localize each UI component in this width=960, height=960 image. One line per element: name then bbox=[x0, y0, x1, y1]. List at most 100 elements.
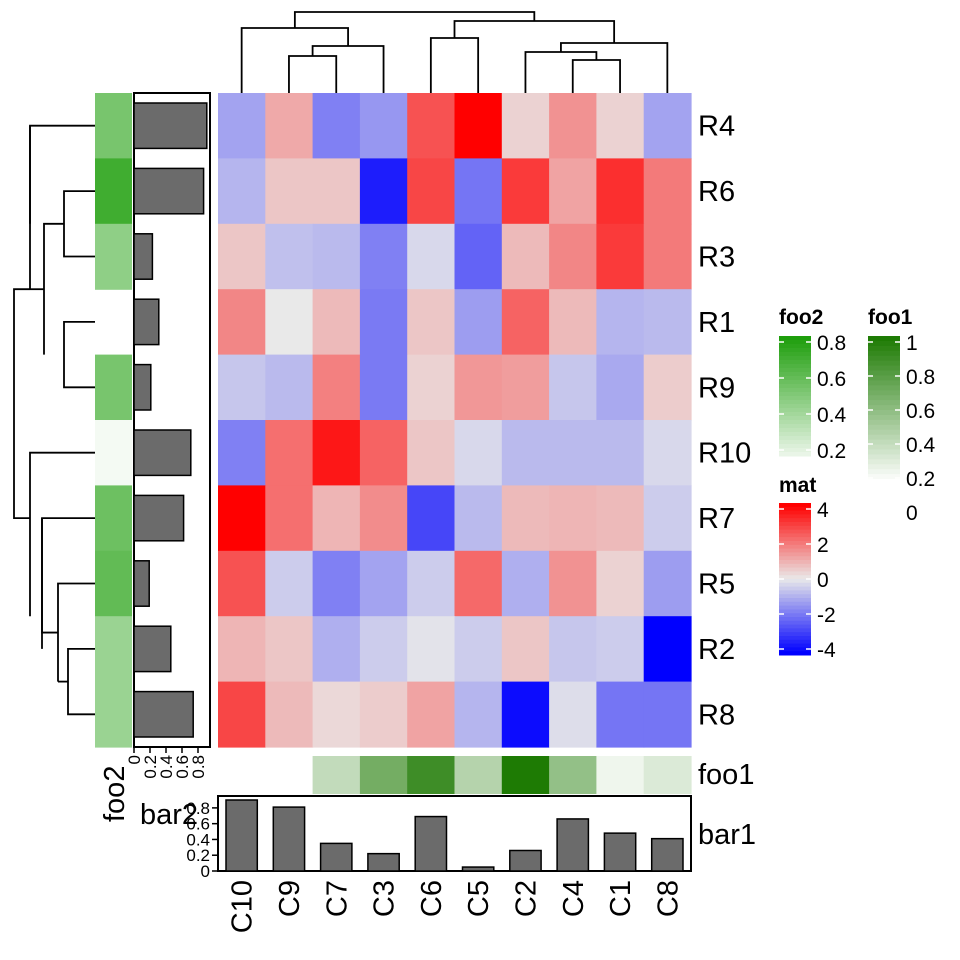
heatmap-cell-R3-C2 bbox=[501, 223, 550, 290]
bar2-bar-R6 bbox=[133, 167, 205, 215]
legend-foo2-gradient-step bbox=[779, 392, 811, 397]
heatmap-cell-R8-C4 bbox=[549, 681, 597, 748]
legend-foo2-gradient-step bbox=[779, 388, 811, 393]
bar1-tick-label: 0 bbox=[201, 862, 210, 881]
foo2-cell-R8 bbox=[95, 681, 132, 748]
heatmap-cell-R1-C9 bbox=[265, 289, 314, 356]
heatmap-cell-R4-C8 bbox=[643, 93, 692, 159]
legend-foo1-gradient-step bbox=[868, 454, 900, 460]
legend-mat-gradient-step bbox=[779, 632, 811, 637]
legend-mat-gradient-step bbox=[779, 598, 811, 603]
legend-foo1-gradient-step bbox=[868, 414, 900, 421]
row-dendrogram-branch bbox=[43, 222, 64, 355]
bar2-bar-R7 bbox=[133, 494, 185, 542]
legend-foo1-gradient-step bbox=[868, 449, 900, 455]
legend-foo2-gradient-step bbox=[779, 396, 811, 401]
bar1-frame bbox=[217, 795, 692, 872]
legend-mat-gradient-step bbox=[779, 582, 811, 588]
row-label-R7: R7 bbox=[698, 503, 735, 535]
legend-foo1-gradient-step bbox=[868, 479, 900, 485]
heatmap-cell-R8-C6 bbox=[407, 681, 456, 748]
heatmap-cell-R6-C6 bbox=[407, 158, 456, 225]
legend-foo1-gradient-step bbox=[868, 340, 900, 347]
legend-mat-gradient-step bbox=[779, 617, 811, 622]
legend-mat-gradient-step bbox=[779, 586, 811, 591]
bar1-tick-label: 0.4 bbox=[186, 830, 210, 849]
heatmap-cell-R1-C8 bbox=[643, 289, 692, 356]
heatmap-cell-R6-C4 bbox=[549, 158, 597, 225]
heatmap-cell-R4-C2 bbox=[501, 93, 550, 159]
heatmap-cell-R1-C3 bbox=[359, 289, 408, 356]
legend-mat-gradient-step bbox=[779, 575, 811, 580]
heatmap-cell-R7-C5 bbox=[454, 485, 503, 552]
legend-mat-gradient-step bbox=[779, 563, 811, 569]
bar1-bar-C4 bbox=[556, 818, 590, 872]
legend-foo1-gradient-step bbox=[868, 469, 900, 475]
row-dendrogram-branch bbox=[29, 451, 95, 617]
legend-foo1-gradient-step bbox=[868, 464, 900, 470]
heatmap-cell-R7-C2 bbox=[501, 485, 550, 552]
legend-foo2-gradient-step bbox=[779, 372, 811, 377]
heatmap-cell-R7-C7 bbox=[312, 485, 361, 552]
legend-foo1-gradient-step bbox=[868, 439, 900, 446]
bar1-annotation-name: bar1 bbox=[698, 819, 756, 851]
heatmap-cell-R7-C8 bbox=[643, 485, 692, 552]
legend-foo2-gradient-step bbox=[779, 340, 811, 345]
heatmap-cell-R3-C4 bbox=[549, 223, 597, 290]
legend-foo2-gradient-step bbox=[779, 352, 811, 357]
legend-mat-gradient-step bbox=[779, 533, 811, 538]
col-label-C7: C7 bbox=[321, 880, 353, 917]
heatmap-cell-R8-C8 bbox=[643, 681, 692, 748]
legend-foo2-gradient-step bbox=[779, 348, 811, 353]
legend-mat-gradient-step bbox=[779, 529, 811, 534]
legend-foo1-gradient-step bbox=[868, 390, 900, 396]
heatmap-cell-R6-C10 bbox=[218, 158, 266, 225]
legend-mat-gradient-step bbox=[779, 639, 811, 645]
legend-mat-gradient-step bbox=[779, 624, 811, 629]
column-dendrogram-branch bbox=[288, 55, 338, 93]
legend-foo2-tick-label: 0.4 bbox=[817, 404, 847, 427]
legend-foo1-gradient-step bbox=[868, 355, 900, 362]
bar2-bar-R8 bbox=[133, 690, 194, 738]
heatmap-cell-R9-C1 bbox=[596, 354, 645, 421]
col-label-C3: C3 bbox=[369, 880, 401, 917]
legend-foo1-gradient-step bbox=[868, 365, 900, 372]
column-dendrogram-branch bbox=[240, 27, 349, 93]
heatmap-cell-R8-C5 bbox=[454, 681, 503, 748]
bar2-bar-R5 bbox=[133, 560, 150, 607]
col-label-C10: C10 bbox=[227, 880, 259, 933]
legend-mat-gradient-step bbox=[779, 544, 811, 550]
heatmap-cell-R3-C3 bbox=[359, 223, 408, 290]
heatmap-cell-R2-C6 bbox=[407, 616, 456, 683]
heatmap-cell-R9-C10 bbox=[218, 354, 266, 421]
legend-mat-gradient-step bbox=[779, 548, 811, 553]
legend-foo1-gradient-step bbox=[868, 395, 900, 401]
row-label-R6: R6 bbox=[698, 176, 735, 208]
foo1-annotation-name: foo1 bbox=[698, 759, 754, 791]
column-dendrogram-branch bbox=[429, 37, 480, 93]
heatmap-cell-R2-C1 bbox=[596, 616, 645, 683]
legend-mat-gradient-step bbox=[779, 613, 811, 618]
legend-foo2-gradient-step bbox=[779, 360, 811, 365]
legend-foo2: 0.8 0.6 0.4 0.2 bbox=[779, 332, 847, 463]
heatmap-cell-R9-C3 bbox=[359, 354, 408, 421]
bar2-tick-label: 0.8 bbox=[189, 755, 208, 779]
foo2-cell-R10 bbox=[95, 420, 132, 486]
foo1-cell-C4 bbox=[549, 756, 597, 794]
legend-mat-gradient-step bbox=[779, 609, 811, 614]
legend-foo2-gradient-step bbox=[779, 336, 811, 341]
legend-mat-gradient-step bbox=[779, 525, 811, 531]
bar1-bar-C7 bbox=[319, 842, 353, 872]
heatmap-cell-R6-C1 bbox=[596, 158, 645, 225]
column-dendrogram-branch bbox=[571, 59, 621, 93]
annotation-names: foo1 bar1 foo2 bar2 bbox=[99, 759, 756, 851]
foo2-annotation-name: foo2 bbox=[99, 766, 131, 822]
heatmap-cell-R10-C8 bbox=[643, 420, 692, 486]
foo1-cell-C5 bbox=[454, 756, 503, 794]
bar1-bar-C2 bbox=[509, 849, 542, 872]
legend-title-foo1: foo1 bbox=[868, 306, 913, 329]
heatmap-cell-R4-C10 bbox=[218, 93, 266, 159]
heatmap-cell-R5-C9 bbox=[265, 550, 314, 617]
column-annotation-foo1 bbox=[312, 756, 692, 794]
legend-foo2-gradient-step bbox=[779, 436, 811, 441]
